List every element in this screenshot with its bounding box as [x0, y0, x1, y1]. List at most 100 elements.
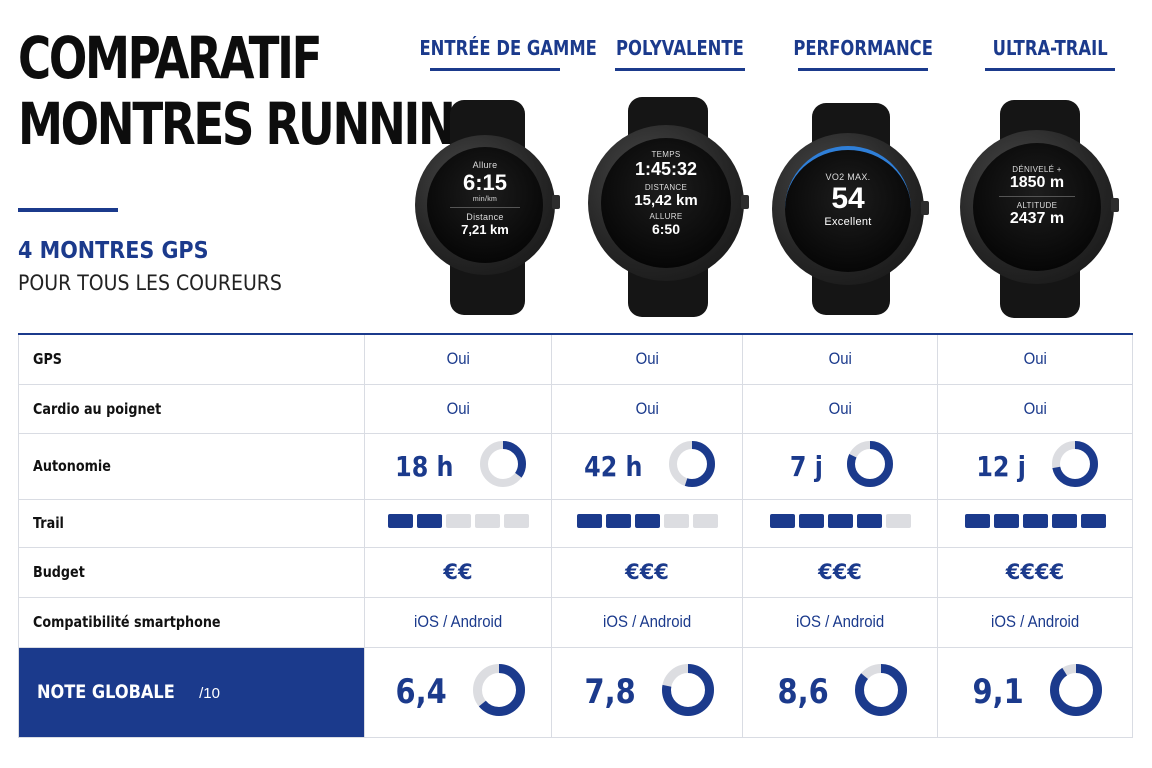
watch-screen-value: 6:15	[462, 170, 508, 195]
donut-fill	[847, 440, 894, 487]
trail-bar-segment	[1051, 514, 1077, 528]
column-header-entree: ENTRÉE DE GAMME	[400, 36, 597, 71]
autonomie-donut-icon	[480, 440, 527, 492]
donut-fill	[1052, 440, 1099, 487]
cell-text: iOS / Android	[413, 612, 503, 631]
note-value: 6,4	[395, 672, 447, 712]
note-value: 7,8	[584, 672, 636, 712]
watch-screen-label: Distance	[466, 212, 504, 222]
donut-fill	[480, 440, 527, 487]
table-cell	[551, 498, 743, 548]
table-cell: 7 j	[742, 432, 938, 500]
watch-screen-label: ALTITUDE	[1016, 201, 1058, 210]
trail-bar-segment	[445, 514, 471, 528]
watch-screen-value: 54	[831, 182, 865, 215]
title-line-1: COMPARATIF	[18, 24, 323, 92]
trail-level-bars	[769, 514, 911, 528]
table-cell: €€€	[551, 546, 743, 598]
watch-performance-image: VO2 MAX. 54 Excellent	[772, 103, 930, 315]
watch-entree-image: Allure 6:15 min/km Distance 7,21 km	[415, 100, 560, 315]
donut-fill	[1050, 663, 1103, 716]
cell-text: Oui	[635, 398, 659, 418]
donut-fill	[669, 440, 716, 487]
autonomie-donut-icon	[847, 440, 894, 492]
trail-bar-segment	[692, 514, 718, 528]
watch-screen-label: Allure	[472, 160, 498, 170]
cell-text: Oui	[446, 349, 470, 369]
column-header-ultra-trail: ULTRA-TRAIL	[955, 36, 1145, 71]
table-row-autonomie: Autonomie 18 h 42 h 7 j 12 j	[18, 432, 1133, 500]
comparison-table: GPS Oui Oui Oui Oui Cardio au poignet Ou…	[18, 333, 1133, 738]
table-cell: €€€€	[937, 546, 1133, 598]
cell-text: iOS / Android	[990, 612, 1080, 631]
trail-bar-segment	[605, 514, 631, 528]
trail-bar-segment	[1080, 514, 1106, 528]
table-cell: 7,8	[551, 646, 743, 738]
note-value: 9,1	[972, 672, 1024, 712]
cell-text: GPS	[33, 350, 62, 369]
table-row-trail: Trail	[18, 498, 1133, 548]
trail-bar-segment	[885, 514, 911, 528]
cell-text: €€€	[818, 560, 862, 584]
cell-text: Oui	[635, 349, 659, 369]
table-row-note: NOTE GLOBALE/10 6,4 7,8 8,6 9,1	[18, 646, 1133, 738]
trail-bar-segment	[1022, 514, 1048, 528]
autonomie-value: 12 j	[976, 449, 1026, 483]
column-header-label: POLYVALENTE	[616, 36, 744, 60]
watch-screen-label: ALLURE	[649, 212, 683, 221]
donut-fill	[855, 663, 908, 716]
table-cell: 8,6	[742, 646, 938, 738]
cell-text: Cardio au poignet	[33, 399, 162, 418]
trail-level-bars	[387, 514, 529, 528]
note-globale-label: NOTE GLOBALE/10	[18, 646, 365, 738]
cell-text: Oui	[1023, 398, 1047, 418]
watch-screen-unit: min/km	[472, 196, 498, 203]
note-value: 8,6	[777, 672, 829, 712]
table-cell: Oui	[937, 333, 1133, 385]
trail-bar-segment	[387, 514, 413, 528]
trail-bar-segment	[576, 514, 602, 528]
row-label: Budget	[18, 546, 365, 598]
table-cell: iOS / Android	[742, 596, 938, 648]
watch-polyvalente-image: TEMPS 1:45:32 DISTANCE 15,42 km ALLURE 6…	[588, 97, 749, 317]
trail-bar-segment	[827, 514, 853, 528]
table-cell: €€€	[742, 546, 938, 598]
trail-bar-segment	[964, 514, 990, 528]
cell-text: Compatibilité smartphone	[33, 613, 221, 631]
table-cell	[937, 498, 1133, 548]
row-label: Cardio au poignet	[18, 383, 365, 434]
cell-text: Autonomie	[33, 457, 111, 475]
note-donut-icon	[1050, 663, 1103, 721]
donut-fill	[473, 663, 526, 716]
trail-bar-segment	[503, 514, 529, 528]
trail-bar-segment	[769, 514, 795, 528]
cell-text: €€	[443, 560, 473, 584]
autonomie-donut-icon	[1052, 440, 1099, 492]
trail-bar-segment	[474, 514, 500, 528]
table-cell: 6,4	[364, 646, 552, 738]
title-divider	[18, 208, 118, 212]
cell-text: NOTE GLOBALE	[37, 681, 175, 703]
table-cell: 18 h	[364, 432, 552, 500]
table-cell: iOS / Android	[551, 596, 743, 648]
watch-screen-label: DÉNIVELÉ +	[1012, 165, 1062, 174]
watch-screen-value: 6:50	[651, 221, 681, 237]
cell-text: Oui	[828, 398, 852, 418]
trail-bar-segment	[634, 514, 660, 528]
page-title: COMPARATIF MONTRES RUNNING	[18, 24, 491, 158]
cell-text: Oui	[446, 398, 470, 418]
trail-bar-segment	[798, 514, 824, 528]
table-cell	[364, 498, 552, 548]
cell-text: Oui	[828, 349, 852, 369]
watch-screen-label: Excellent	[824, 216, 872, 228]
donut-fill	[662, 663, 715, 716]
watch-ultra-trail-image: DÉNIVELÉ + 1850 m ALTITUDE 2437 m	[960, 100, 1120, 318]
trail-bar-segment	[993, 514, 1019, 528]
table-cell: Oui	[551, 333, 743, 385]
watch-screen-value: 7,21 km	[461, 222, 509, 237]
subtitle: 4 MONTRES GPS	[18, 238, 209, 264]
trail-bar-segment	[416, 514, 442, 528]
table-cell: iOS / Android	[937, 596, 1133, 648]
watch-screen-value: 15,42 km	[634, 192, 698, 209]
title-line-2: MONTRES RUNNING	[18, 90, 491, 158]
